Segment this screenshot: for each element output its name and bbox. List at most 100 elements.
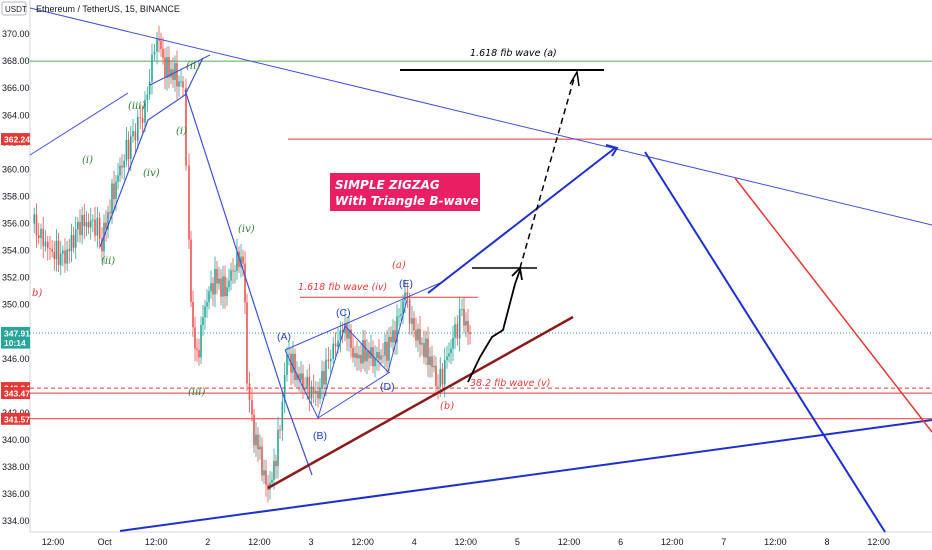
candle-body [83, 214, 86, 227]
candle-body [366, 350, 368, 362]
currency-badge-box[interactable] [1, 1, 27, 16]
candle-body [85, 222, 88, 227]
candle-body [251, 400, 253, 415]
candle-body [185, 87, 187, 166]
candle-body [259, 446, 261, 450]
candle-body [396, 316, 398, 343]
candle-body [441, 368, 444, 385]
candle-body [109, 212, 111, 214]
candle-body [319, 389, 321, 399]
candle-body [398, 315, 400, 317]
candle-body [228, 280, 230, 288]
candle-body [64, 250, 66, 264]
candle-body [72, 235, 75, 248]
candle-body [66, 249, 68, 264]
candle-body [242, 256, 244, 264]
candle-body [92, 219, 94, 221]
candle-body [139, 117, 141, 118]
candle-body [330, 358, 332, 362]
candle-body [312, 386, 315, 394]
title-box-line1: SIMPLE ZIGZAG [335, 178, 440, 192]
candle-body [283, 374, 286, 402]
candle-body [465, 321, 467, 326]
candle-body [115, 181, 117, 200]
x-tick-label: 3 [308, 537, 313, 547]
candle-body [354, 353, 356, 358]
candle-body [172, 69, 174, 80]
triangle-a-label: (A) [277, 331, 291, 343]
x-tick-label: 12:00 [455, 537, 478, 547]
y-tick-label: 354.00 [2, 246, 30, 256]
candle-body [40, 228, 42, 239]
y-tick-label: 350.00 [2, 300, 30, 310]
candle-body [323, 371, 325, 385]
candle-body [263, 470, 265, 476]
candle-body [170, 69, 172, 78]
candle-body [372, 347, 374, 367]
y-tick-label: 356.00 [2, 219, 30, 229]
fib-v-label: 38.2 fib wave (v) [470, 378, 550, 389]
candle-body [111, 183, 113, 214]
candle-body [146, 94, 149, 100]
candle-body [427, 338, 429, 366]
y-tick-label: 334.00 [2, 516, 30, 526]
candle-body [360, 354, 362, 364]
price-badge-label: 343.47 [4, 389, 30, 399]
candle-body [446, 356, 448, 361]
candle-body [408, 299, 411, 324]
x-tick-label: Oct [98, 537, 113, 547]
triangle-d-label: (D) [380, 381, 395, 393]
candle-body [105, 222, 107, 230]
price-badge-box [1, 336, 30, 349]
candle-body [337, 340, 339, 347]
candle-body [406, 292, 409, 300]
candle-body [226, 287, 228, 297]
price-badge-box [1, 412, 30, 425]
edge-b-label: b) [32, 288, 42, 299]
candle-body [200, 324, 202, 358]
x-tick-label: 6 [618, 537, 623, 547]
candle-body [70, 235, 73, 251]
wave-i-label-1: (i) [82, 155, 93, 166]
candle-body [194, 327, 196, 349]
impulse-line [99, 57, 204, 248]
candle-body [356, 353, 358, 359]
candle-body [46, 241, 49, 249]
candle-body [439, 368, 442, 387]
impulse-top-line [149, 54, 211, 86]
candle-body [49, 248, 51, 250]
candle-body [344, 322, 346, 333]
candlestick-series [33, 25, 471, 503]
projection-arrowhead [605, 144, 619, 157]
candle-body [362, 340, 364, 364]
candle-body [182, 81, 184, 88]
candle-body [288, 353, 290, 355]
y-tick-label: 352.00 [2, 273, 30, 283]
candle-body [348, 329, 350, 339]
wave-i-label-2: (i) [176, 126, 187, 137]
x-tick-label: 12:00 [42, 537, 65, 547]
candle-body [277, 429, 279, 467]
triangle-lower-line [317, 371, 391, 419]
candle-body [390, 336, 392, 343]
price-badge-label: 362.24 [4, 135, 30, 145]
candle-body [296, 373, 298, 380]
x-tick-label: 12:00 [661, 537, 684, 547]
candle-body [248, 383, 251, 401]
candle-body [257, 434, 259, 450]
candle-body [327, 359, 330, 362]
candle-body [81, 214, 83, 236]
candle-body [166, 57, 168, 78]
triangle-b-label: (B) [313, 430, 327, 442]
candle-body [234, 270, 236, 272]
x-tick-label: 12:00 [145, 537, 168, 547]
candle-body [196, 348, 198, 351]
red-decline-line [734, 177, 932, 433]
x-tick-label: 8 [824, 537, 829, 547]
candle-body [346, 322, 348, 339]
candle-body [55, 240, 58, 260]
price-badge-label: 10:14 [4, 338, 26, 348]
candle-body [151, 54, 153, 82]
